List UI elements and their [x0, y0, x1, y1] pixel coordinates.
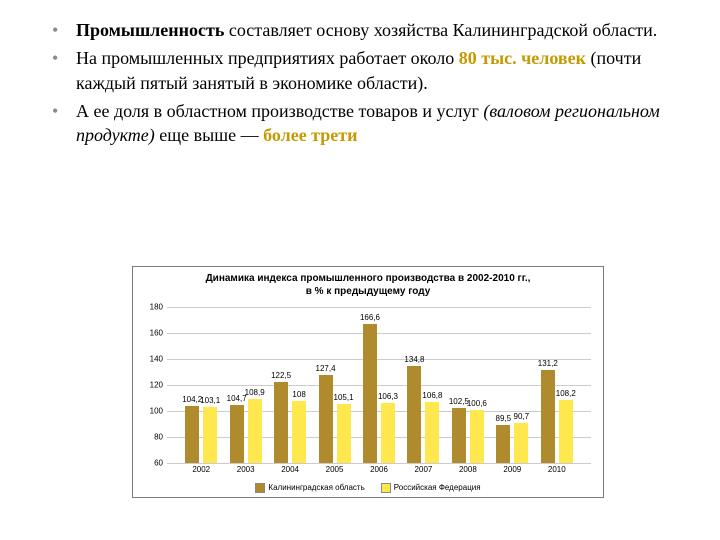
bullet-1: Промышленность составляет основу хозяйст…: [66, 18, 672, 42]
grid-line: [167, 307, 591, 308]
chart-container: Динамика индекса промышленного производс…: [132, 266, 604, 498]
bar-value-label: 166,6: [360, 313, 380, 322]
xtick-label: 2009: [503, 465, 521, 474]
chart-title-line2: в % к предыдущему году: [306, 286, 431, 297]
chart-plot: 6080100120140160180104,2103,12002104,710…: [167, 307, 591, 463]
bar: [319, 375, 333, 463]
bar: [452, 408, 466, 463]
legend-item: Калининградская область: [255, 483, 364, 493]
xtick-label: 2002: [192, 465, 210, 474]
xtick-label: 2010: [548, 465, 566, 474]
xtick-label: 2003: [237, 465, 255, 474]
bullet-3-pre: А ее доля в областном производстве товар…: [76, 101, 483, 121]
grid-line: [167, 463, 591, 464]
xtick-label: 2006: [370, 465, 388, 474]
xtick-label: 2004: [281, 465, 299, 474]
bar: [425, 402, 439, 463]
legend-swatch: [255, 483, 265, 493]
bullet-3-post: еще выше —: [155, 125, 263, 145]
bullet-3-highlight: более трети: [263, 125, 357, 145]
bullet-2: На промышленных предприятиях работает ок…: [66, 46, 672, 95]
bar-value-label: 134,8: [404, 355, 424, 364]
chart-legend: Калининградская область Российская Федера…: [133, 483, 603, 493]
bar-value-label: 90,7: [514, 412, 530, 421]
bullet-2-pre: На промышленных предприятиях работает ок…: [76, 48, 459, 68]
bar: [185, 406, 199, 463]
grid-line: [167, 385, 591, 386]
xtick-label: 2008: [459, 465, 477, 474]
bar: [274, 382, 288, 463]
bar: [203, 407, 217, 463]
xtick-label: 2007: [415, 465, 433, 474]
bar-value-label: 131,2: [538, 359, 558, 368]
ytick-label: 100: [135, 407, 163, 416]
bar-value-label: 105,1: [334, 393, 354, 402]
bar-value-label: 89,5: [496, 414, 512, 423]
bar: [292, 401, 306, 463]
grid-line: [167, 359, 591, 360]
ytick-label: 120: [135, 381, 163, 390]
xtick-label: 2005: [326, 465, 344, 474]
bar: [496, 425, 510, 463]
bar-value-label: 108,2: [556, 389, 576, 398]
bar: [541, 370, 555, 463]
bullet-1-text: составляет основу хозяйства Калининградс…: [224, 20, 657, 40]
ytick-label: 80: [135, 433, 163, 442]
bar: [407, 366, 421, 463]
bar-value-label: 108,9: [245, 388, 265, 397]
bar: [363, 324, 377, 463]
bullet-list: Промышленность составляет основу хозяйст…: [48, 18, 672, 147]
bar-value-label: 103,1: [200, 396, 220, 405]
bar: [381, 403, 395, 463]
bar-value-label: 122,5: [271, 371, 291, 380]
bar-value-label: 106,8: [422, 391, 442, 400]
chart-title: Динамика индекса промышленного производс…: [133, 267, 603, 300]
slide: Промышленность составляет основу хозяйст…: [0, 0, 720, 540]
legend-swatch: [381, 483, 391, 493]
legend-label: Российская Федерация: [394, 483, 481, 492]
bar-value-label: 106,3: [378, 392, 398, 401]
bar: [230, 405, 244, 463]
bar: [470, 410, 484, 463]
legend-item: Российская Федерация: [381, 483, 481, 493]
bar: [514, 423, 528, 463]
bar: [248, 399, 262, 463]
bar-value-label: 108: [292, 390, 305, 399]
bullet-1-bold: Промышленность: [76, 20, 224, 40]
grid-line: [167, 333, 591, 334]
bar: [559, 400, 573, 463]
bullet-3: А ее доля в областном производстве товар…: [66, 99, 672, 148]
bullet-2-highlight: 80 тыс. человек: [459, 48, 586, 68]
ytick-label: 140: [135, 355, 163, 364]
ytick-label: 180: [135, 303, 163, 312]
bar-value-label: 100,6: [467, 399, 487, 408]
ytick-label: 60: [135, 459, 163, 468]
bar-value-label: 127,4: [316, 364, 336, 373]
legend-label: Калининградская область: [268, 483, 364, 492]
ytick-label: 160: [135, 329, 163, 338]
chart-title-line1: Динамика индекса промышленного производс…: [206, 273, 531, 284]
bar: [337, 404, 351, 463]
